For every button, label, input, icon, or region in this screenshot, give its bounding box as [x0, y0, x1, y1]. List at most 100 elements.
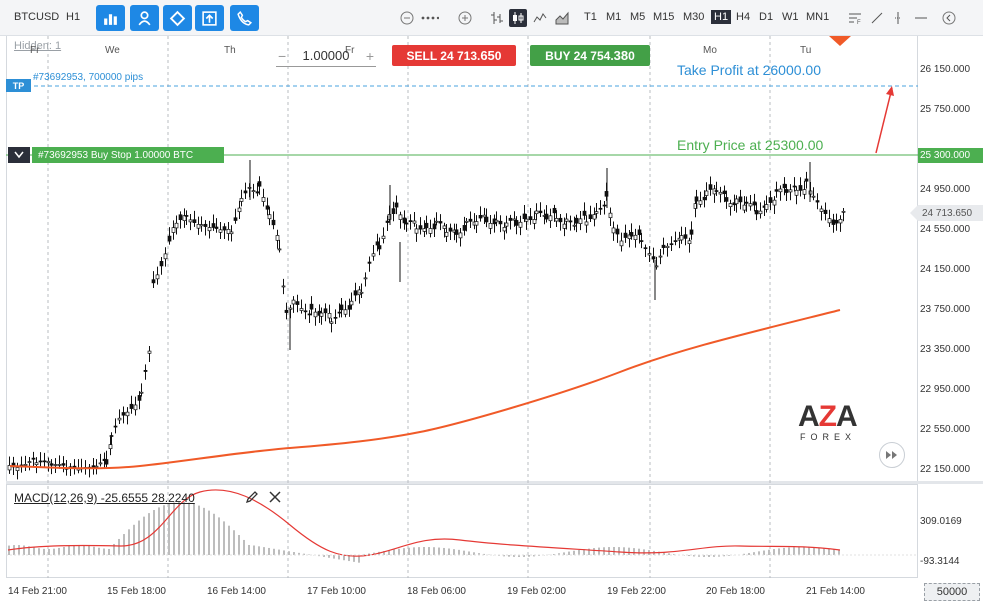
- candle: [444, 231, 449, 237]
- tf-t1[interactable]: T1: [584, 11, 597, 23]
- candle: [558, 217, 563, 223]
- macd-histogram-bar: [688, 555, 690, 557]
- macd-histogram-bar: [658, 551, 660, 555]
- macd-histogram-bar: [328, 555, 330, 558]
- hidden-objects-link[interactable]: Hidden: 1: [14, 40, 62, 52]
- candle: [239, 198, 244, 202]
- price-tick: 24 150.000: [920, 264, 971, 275]
- zoom-level-box[interactable]: 50000: [924, 583, 980, 601]
- candle: [337, 311, 342, 314]
- close-icon[interactable]: [267, 489, 283, 505]
- macd-histogram-bar: [438, 547, 440, 555]
- candle: [323, 308, 328, 314]
- objects-button[interactable]: [163, 5, 192, 31]
- macd-histogram-bar: [383, 551, 385, 555]
- horizontal-line-icon[interactable]: [912, 9, 930, 27]
- take-profit-label: Take Profit at 26000.00: [677, 62, 821, 78]
- candle: [478, 214, 483, 219]
- more-dots-icon[interactable]: [421, 9, 439, 27]
- time-tick: 17 Feb 10:00: [307, 586, 366, 597]
- candle: [464, 220, 469, 223]
- scroll-marker-icon[interactable]: [829, 36, 851, 46]
- plus-icon[interactable]: +: [365, 47, 374, 64]
- macd-histogram-bar: [278, 549, 280, 555]
- export-button[interactable]: [195, 5, 224, 31]
- tf-m1[interactable]: M1: [606, 11, 622, 23]
- chart-type-button[interactable]: [96, 5, 125, 31]
- call-button[interactable]: [230, 5, 259, 31]
- candle: [422, 228, 427, 232]
- tf-mn1[interactable]: MN1: [806, 11, 830, 23]
- macd-label[interactable]: MACD(12,26,9) -25.6555 28.2240: [14, 491, 195, 505]
- macd-histogram-bar: [198, 505, 200, 555]
- zoom-in-icon[interactable]: [456, 9, 474, 27]
- order-collapse-icon[interactable]: [8, 147, 30, 163]
- area-style-icon[interactable]: [553, 9, 571, 27]
- candle: [602, 204, 607, 207]
- macd-signal-line: [7, 489, 841, 557]
- price-tick: 22 150.000: [920, 464, 971, 475]
- entry-order-tag[interactable]: #73692953 Buy Stop 1.00000 BTC: [32, 147, 224, 163]
- candle: [841, 210, 846, 213]
- buy-button[interactable]: BUY 24 754. 38 0: [530, 45, 650, 66]
- macd-histogram-bar: [473, 552, 475, 555]
- zoom-out-icon[interactable]: [398, 9, 416, 27]
- symbol-label[interactable]: BTCUSD: [14, 11, 60, 23]
- pencil-icon[interactable]: [244, 489, 260, 505]
- sell-button[interactable]: SELL 24 713. 65 0: [392, 45, 516, 66]
- candle: [377, 245, 382, 250]
- candle: [514, 220, 519, 226]
- macd-histogram-bar: [818, 547, 820, 555]
- macd-histogram-bar: [273, 548, 275, 555]
- bar-style-icon[interactable]: [488, 9, 506, 27]
- trendline-icon[interactable]: [868, 9, 886, 27]
- take-profit-tag[interactable]: TP: [6, 79, 31, 92]
- chevron-left-icon[interactable]: [940, 9, 958, 27]
- sell-price-big: 65: [480, 48, 495, 63]
- candle: [371, 253, 376, 257]
- tf-h1[interactable]: H1: [711, 10, 732, 24]
- quantity-stepper[interactable]: − 1.00000 +: [276, 45, 376, 67]
- time-tick: 20 Feb 18:00: [706, 586, 765, 597]
- candle: [831, 219, 836, 225]
- macd-histogram-bar: [323, 555, 325, 557]
- macd-histogram-bar: [43, 548, 45, 555]
- macd-histogram-bar: [533, 555, 535, 557]
- macd-histogram-bar: [758, 551, 760, 555]
- macd-histogram-bar: [38, 548, 40, 555]
- quantity-value[interactable]: 1.00000: [302, 48, 350, 63]
- fibonacci-icon[interactable]: F: [846, 9, 864, 27]
- macd-histogram-bar: [138, 520, 140, 555]
- scroll-to-end-button[interactable]: [879, 442, 905, 468]
- candle: [623, 232, 628, 238]
- macd-histogram-bar: [193, 503, 195, 555]
- candle: [574, 217, 579, 224]
- line-style-icon[interactable]: [531, 9, 549, 27]
- candle: [61, 463, 66, 466]
- pane-divider[interactable]: [6, 481, 983, 484]
- macd-histogram-bar: [98, 547, 100, 555]
- timeframe-label[interactable]: H1: [66, 11, 81, 23]
- candle: [588, 214, 593, 220]
- macd-histogram-bar: [568, 551, 570, 555]
- tf-w1[interactable]: W1: [782, 11, 799, 23]
- tf-d1[interactable]: D1: [759, 11, 774, 23]
- macd-pane[interactable]: [6, 484, 918, 578]
- candle: [689, 229, 694, 235]
- tf-m15[interactable]: M15: [653, 11, 675, 23]
- tf-m5[interactable]: M5: [630, 11, 646, 23]
- candle: [218, 229, 223, 233]
- macd-histogram-bar: [718, 555, 720, 557]
- price-tick: 22 950.000: [920, 384, 971, 395]
- macd-label-text[interactable]: MACD(12,26,9) -25.6555 28.2240: [14, 491, 195, 505]
- tf-m30[interactable]: M30: [683, 11, 705, 23]
- candle-style-icon[interactable]: [509, 9, 527, 27]
- candle: [98, 462, 103, 465]
- indicators-button[interactable]: [130, 5, 159, 31]
- vertical-line-icon[interactable]: [889, 9, 907, 27]
- candle: [643, 247, 648, 250]
- tf-h4[interactable]: H4: [736, 11, 751, 23]
- minus-icon[interactable]: −: [278, 47, 287, 64]
- candle: [277, 248, 282, 251]
- candle: [742, 204, 747, 211]
